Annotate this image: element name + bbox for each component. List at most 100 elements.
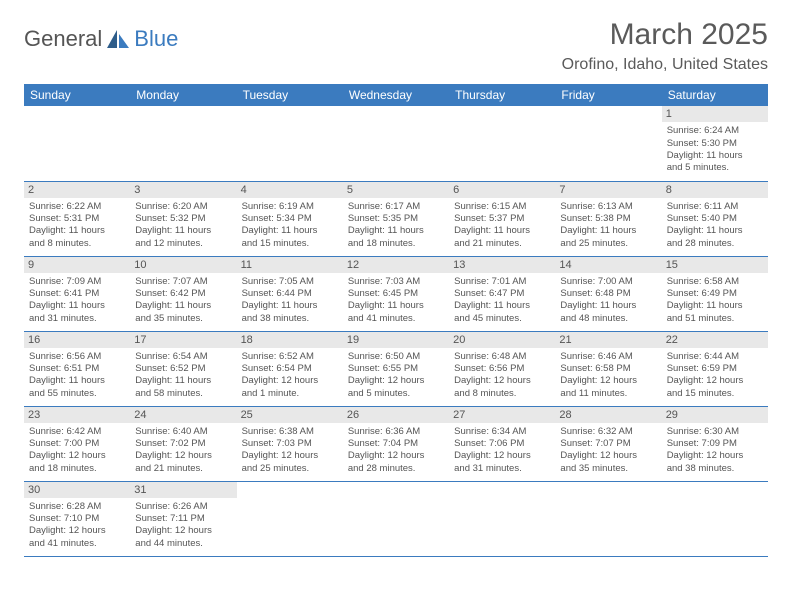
daylight-text: and 58 minutes.	[135, 388, 231, 400]
sunset-text: Sunset: 6:59 PM	[667, 363, 763, 375]
daylight-text: Daylight: 11 hours	[29, 225, 125, 237]
sunset-text: Sunset: 6:41 PM	[29, 288, 125, 300]
calendar-day-cell: 12Sunrise: 7:03 AMSunset: 6:45 PMDayligh…	[343, 256, 449, 331]
daylight-text: and 18 minutes.	[29, 463, 125, 475]
calendar-day-cell: 10Sunrise: 7:07 AMSunset: 6:42 PMDayligh…	[130, 256, 236, 331]
calendar-week-row: 1Sunrise: 6:24 AMSunset: 5:30 PMDaylight…	[24, 106, 768, 181]
month-title: March 2025	[562, 18, 768, 52]
sunset-text: Sunset: 5:37 PM	[454, 213, 550, 225]
day-number: 26	[343, 407, 449, 423]
daylight-text: Daylight: 12 hours	[242, 450, 338, 462]
calendar-day-cell: 13Sunrise: 7:01 AMSunset: 6:47 PMDayligh…	[449, 256, 555, 331]
day-number: 15	[662, 257, 768, 273]
calendar-day-cell: 28Sunrise: 6:32 AMSunset: 7:07 PMDayligh…	[555, 406, 661, 481]
calendar-table: SundayMondayTuesdayWednesdayThursdayFrid…	[24, 84, 768, 557]
sunrise-text: Sunrise: 6:11 AM	[667, 201, 763, 213]
sunrise-text: Sunrise: 6:56 AM	[29, 351, 125, 363]
calendar-day-cell: 25Sunrise: 6:38 AMSunset: 7:03 PMDayligh…	[237, 406, 343, 481]
sunrise-text: Sunrise: 6:36 AM	[348, 426, 444, 438]
calendar-empty-cell	[24, 106, 130, 181]
sunset-text: Sunset: 6:44 PM	[242, 288, 338, 300]
sunrise-text: Sunrise: 6:17 AM	[348, 201, 444, 213]
weekday-header: Tuesday	[237, 84, 343, 106]
sunset-text: Sunset: 6:42 PM	[135, 288, 231, 300]
sunset-text: Sunset: 5:32 PM	[135, 213, 231, 225]
daylight-text: Daylight: 11 hours	[667, 225, 763, 237]
sunrise-text: Sunrise: 6:50 AM	[348, 351, 444, 363]
calendar-empty-cell	[662, 481, 768, 556]
day-number: 25	[237, 407, 343, 423]
calendar-day-cell: 11Sunrise: 7:05 AMSunset: 6:44 PMDayligh…	[237, 256, 343, 331]
calendar-empty-cell	[343, 106, 449, 181]
day-number: 29	[662, 407, 768, 423]
calendar-day-cell: 27Sunrise: 6:34 AMSunset: 7:06 PMDayligh…	[449, 406, 555, 481]
sunrise-text: Sunrise: 6:42 AM	[29, 426, 125, 438]
day-number: 21	[555, 332, 661, 348]
daylight-text: Daylight: 11 hours	[454, 300, 550, 312]
calendar-empty-cell	[449, 106, 555, 181]
sunrise-text: Sunrise: 6:40 AM	[135, 426, 231, 438]
location-subtitle: Orofino, Idaho, United States	[562, 56, 768, 74]
daylight-text: and 25 minutes.	[242, 463, 338, 475]
sunset-text: Sunset: 6:48 PM	[560, 288, 656, 300]
daylight-text: and 12 minutes.	[135, 238, 231, 250]
calendar-day-cell: 6Sunrise: 6:15 AMSunset: 5:37 PMDaylight…	[449, 181, 555, 256]
daylight-text: Daylight: 12 hours	[560, 375, 656, 387]
calendar-empty-cell	[555, 481, 661, 556]
daylight-text: Daylight: 11 hours	[135, 225, 231, 237]
daylight-text: and 44 minutes.	[135, 538, 231, 550]
daylight-text: and 18 minutes.	[348, 238, 444, 250]
sunset-text: Sunset: 6:54 PM	[242, 363, 338, 375]
sunset-text: Sunset: 6:58 PM	[560, 363, 656, 375]
calendar-empty-cell	[237, 481, 343, 556]
daylight-text: and 31 minutes.	[454, 463, 550, 475]
calendar-week-row: 23Sunrise: 6:42 AMSunset: 7:00 PMDayligh…	[24, 406, 768, 481]
weekday-header: Wednesday	[343, 84, 449, 106]
daylight-text: Daylight: 12 hours	[29, 450, 125, 462]
daylight-text: Daylight: 11 hours	[29, 300, 125, 312]
day-number: 16	[24, 332, 130, 348]
day-number: 1	[662, 106, 768, 122]
weekday-header: Saturday	[662, 84, 768, 106]
sunset-text: Sunset: 5:38 PM	[560, 213, 656, 225]
day-number: 24	[130, 407, 236, 423]
sunset-text: Sunset: 5:40 PM	[667, 213, 763, 225]
sunrise-text: Sunrise: 7:00 AM	[560, 276, 656, 288]
calendar-day-cell: 7Sunrise: 6:13 AMSunset: 5:38 PMDaylight…	[555, 181, 661, 256]
brand-logo: General Blue	[24, 26, 178, 52]
day-number: 28	[555, 407, 661, 423]
day-number: 13	[449, 257, 555, 273]
calendar-day-cell: 8Sunrise: 6:11 AMSunset: 5:40 PMDaylight…	[662, 181, 768, 256]
calendar-empty-cell	[449, 481, 555, 556]
calendar-week-row: 16Sunrise: 6:56 AMSunset: 6:51 PMDayligh…	[24, 331, 768, 406]
calendar-header-row: SundayMondayTuesdayWednesdayThursdayFrid…	[24, 84, 768, 106]
calendar-day-cell: 31Sunrise: 6:26 AMSunset: 7:11 PMDayligh…	[130, 481, 236, 556]
calendar-empty-cell	[343, 481, 449, 556]
sail-icon	[105, 28, 131, 50]
calendar-week-row: 2Sunrise: 6:22 AMSunset: 5:31 PMDaylight…	[24, 181, 768, 256]
daylight-text: Daylight: 11 hours	[135, 300, 231, 312]
sunrise-text: Sunrise: 6:19 AM	[242, 201, 338, 213]
sunrise-text: Sunrise: 7:09 AM	[29, 276, 125, 288]
calendar-day-cell: 22Sunrise: 6:44 AMSunset: 6:59 PMDayligh…	[662, 331, 768, 406]
sunrise-text: Sunrise: 6:46 AM	[560, 351, 656, 363]
daylight-text: Daylight: 11 hours	[348, 300, 444, 312]
calendar-day-cell: 30Sunrise: 6:28 AMSunset: 7:10 PMDayligh…	[24, 481, 130, 556]
daylight-text: and 41 minutes.	[348, 313, 444, 325]
day-number: 17	[130, 332, 236, 348]
daylight-text: Daylight: 11 hours	[348, 225, 444, 237]
sunrise-text: Sunrise: 6:54 AM	[135, 351, 231, 363]
day-number: 6	[449, 182, 555, 198]
daylight-text: and 21 minutes.	[135, 463, 231, 475]
page-header: General Blue March 2025 Orofino, Idaho, …	[24, 18, 768, 74]
sunrise-text: Sunrise: 6:58 AM	[667, 276, 763, 288]
daylight-text: Daylight: 12 hours	[135, 450, 231, 462]
daylight-text: and 35 minutes.	[560, 463, 656, 475]
day-number: 4	[237, 182, 343, 198]
sunset-text: Sunset: 7:02 PM	[135, 438, 231, 450]
calendar-day-cell: 3Sunrise: 6:20 AMSunset: 5:32 PMDaylight…	[130, 181, 236, 256]
daylight-text: and 31 minutes.	[29, 313, 125, 325]
sunrise-text: Sunrise: 7:01 AM	[454, 276, 550, 288]
calendar-day-cell: 26Sunrise: 6:36 AMSunset: 7:04 PMDayligh…	[343, 406, 449, 481]
calendar-week-row: 30Sunrise: 6:28 AMSunset: 7:10 PMDayligh…	[24, 481, 768, 556]
